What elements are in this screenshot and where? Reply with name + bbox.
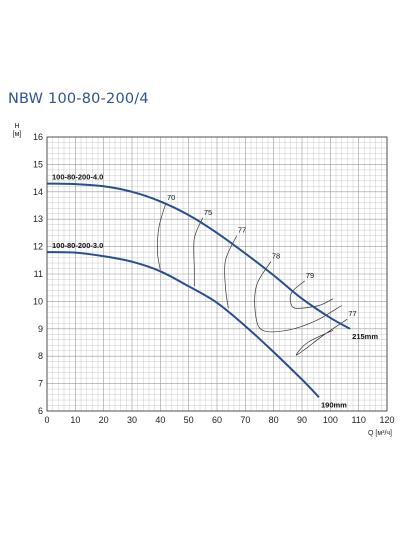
y-tick-label: 6 bbox=[38, 406, 43, 416]
x-tick-label: 0 bbox=[44, 415, 49, 425]
chart-grid bbox=[46, 136, 388, 412]
x-tick-label: 40 bbox=[155, 415, 165, 425]
x-tick-label: 80 bbox=[269, 415, 279, 425]
y-tick-label: 8 bbox=[38, 351, 43, 361]
y-tick-label: 16 bbox=[33, 132, 43, 142]
x-tick-label: 30 bbox=[127, 415, 137, 425]
y-tick-label: 9 bbox=[38, 324, 43, 334]
efficiency-label: 70 bbox=[167, 193, 175, 202]
x-tick-label: 50 bbox=[184, 415, 194, 425]
y-tick-label: 14 bbox=[33, 187, 43, 197]
efficiency-lines: 70 75 77 78 79 77 bbox=[157, 193, 357, 356]
efficiency-label: 78 bbox=[272, 252, 280, 261]
efficiency-line-70 bbox=[157, 202, 167, 270]
head-curve bbox=[46, 251, 320, 398]
y-tick-labels: 6 7 8 9 10 11 12 13 14 15 16 bbox=[33, 132, 43, 416]
y-tick-label: 11 bbox=[34, 269, 43, 279]
x-tick-label: 100 bbox=[323, 415, 338, 425]
x-tick-label: 90 bbox=[297, 415, 307, 425]
efficiency-line-77 bbox=[224, 235, 238, 309]
efficiency-label: 77 bbox=[348, 309, 356, 318]
x-tick-label: 60 bbox=[212, 415, 222, 425]
series-name-label: 100-80-200-4.0 bbox=[52, 173, 103, 182]
x-tick-labels: 0 10 20 30 40 50 60 70 80 90 100 110 120 bbox=[44, 415, 394, 425]
efficiency-label: 77 bbox=[238, 226, 246, 235]
y-axis-label: H bbox=[14, 123, 19, 130]
series-name-label: 100-80-200-3.0 bbox=[52, 241, 103, 250]
efficiency-line-78 bbox=[254, 261, 342, 333]
x-axis-label: Q [м³/ч] bbox=[368, 430, 392, 437]
x-tick-label: 70 bbox=[240, 415, 250, 425]
plot-frame bbox=[46, 136, 388, 412]
x-tick-label: 20 bbox=[99, 415, 109, 425]
efficiency-line-75 bbox=[193, 217, 204, 287]
head-curve bbox=[46, 182, 351, 330]
y-tick-label: 7 bbox=[38, 379, 43, 389]
y-tick-label: 12 bbox=[33, 242, 43, 252]
y-tick-label: 15 bbox=[33, 159, 43, 169]
efficiency-label: 75 bbox=[204, 208, 212, 217]
y-tick-label: 13 bbox=[33, 214, 43, 224]
efficiency-line-77 bbox=[295, 318, 348, 356]
efficiency-label: 79 bbox=[306, 271, 314, 280]
x-tick-label: 120 bbox=[379, 415, 394, 425]
impeller-diameter-label: 215mm bbox=[352, 332, 378, 341]
x-tick-label: 110 bbox=[351, 415, 365, 425]
impeller-diameter-label: 190mm bbox=[321, 400, 347, 409]
head-curves: 100-80-200-4.0 215mm 100-80-200-3.0 190mm bbox=[46, 173, 378, 409]
page-title: NBW 100-80-200/4 bbox=[8, 91, 149, 107]
x-tick-label: 10 bbox=[70, 415, 80, 425]
y-axis-unit: [м] bbox=[13, 131, 22, 138]
y-tick-label: 10 bbox=[33, 296, 43, 306]
